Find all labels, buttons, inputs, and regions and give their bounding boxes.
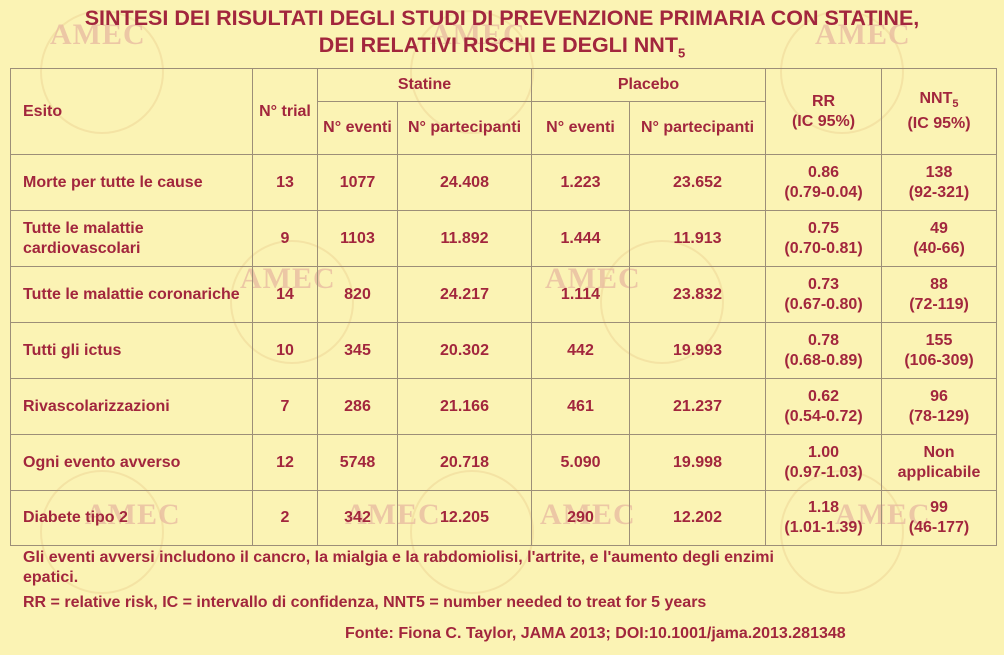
table-row: Ogni evento avverso 12 5748 20.718 5.090… — [10, 434, 998, 491]
cell-rr: 1.00 (0.97-1.03) — [765, 434, 883, 491]
cell-nnt: Non applicabile — [881, 434, 998, 491]
cell-placebo-partecipanti: 12.202 — [628, 490, 767, 546]
cell-rr: 0.78 (0.68-0.89) — [765, 322, 883, 379]
cell-statine-partecipanti: 11.892 — [397, 210, 532, 267]
cell-trial: 10 — [252, 322, 318, 379]
table-row: Rivascolarizzazioni 7 286 21.166 461 21.… — [10, 378, 998, 435]
cell-esito: Tutte le malattie coronariche — [10, 266, 253, 323]
cell-esito: Tutte le malattie cardiovascolari — [10, 210, 253, 267]
header-placebo-eventi: N° eventi — [531, 101, 630, 155]
header-statine: Statine — [317, 68, 532, 102]
cell-statine-eventi: 345 — [317, 322, 398, 379]
header-rr: RR (IC 95%) — [765, 68, 883, 155]
header-nnt: NNT5 (IC 95%) — [881, 68, 998, 155]
cell-rr: 0.86 (0.79-0.04) — [765, 154, 883, 211]
cell-rr: 0.73 (0.67-0.80) — [765, 266, 883, 323]
header-placebo-partecipanti: N° partecipanti — [628, 101, 767, 155]
cell-placebo-partecipanti: 23.832 — [628, 266, 767, 323]
header-placebo: Placebo — [530, 68, 767, 102]
cell-statine-partecipanti: 20.302 — [397, 322, 532, 379]
cell-trial: 7 — [252, 378, 318, 435]
cell-statine-partecipanti: 24.408 — [397, 154, 532, 211]
cell-trial: 14 — [252, 266, 318, 323]
cell-nnt: 88 (72-119) — [881, 266, 998, 323]
table-row: Tutte le malattie coronariche 14 820 24.… — [10, 266, 998, 323]
cell-statine-eventi: 5748 — [317, 434, 398, 491]
source-citation: Fonte: Fiona C. Taylor, JAMA 2013; DOI:1… — [345, 625, 846, 642]
cell-esito: Ogni evento avverso — [10, 434, 253, 491]
cell-esito: Rivascolarizzazioni — [10, 378, 253, 435]
cell-trial: 2 — [252, 490, 318, 546]
cell-esito: Diabete tipo 2 — [10, 490, 253, 546]
cell-rr: 0.62 (0.54-0.72) — [765, 378, 883, 435]
cell-nnt: 99 (46-177) — [881, 490, 998, 546]
cell-nnt: 138 (92-321) — [881, 154, 998, 211]
table-row: Diabete tipo 2 2 342 12.205 290 12.202 1… — [10, 490, 998, 546]
cell-statine-partecipanti: 21.166 — [397, 378, 532, 435]
cell-rr: 1.18 (1.01-1.39) — [765, 490, 883, 546]
cell-statine-partecipanti: 12.205 — [397, 490, 532, 546]
header-esito: Esito — [10, 68, 253, 155]
header-statine-eventi: N° eventi — [317, 101, 398, 155]
cell-statine-eventi: 342 — [317, 490, 398, 546]
cell-esito: Morte per tutte le cause — [10, 154, 253, 211]
footnote-adverse-events: Gli eventi avversi includono il cancro, … — [23, 549, 774, 586]
table-row: Morte per tutte le cause 13 1077 24.408 … — [10, 154, 998, 211]
cell-trial: 12 — [252, 434, 318, 491]
cell-placebo-eventi: 1.444 — [531, 210, 630, 267]
cell-placebo-eventi: 290 — [531, 490, 630, 546]
cell-esito: Tutti gli ictus — [10, 322, 253, 379]
cell-rr: 0.75 (0.70-0.81) — [765, 210, 883, 267]
cell-nnt: 96 (78-129) — [881, 378, 998, 435]
cell-placebo-eventi: 1.223 — [531, 154, 630, 211]
cell-statine-partecipanti: 20.718 — [397, 434, 532, 491]
cell-placebo-partecipanti: 23.652 — [628, 154, 767, 211]
page-title: SINTESI DEI RISULTATI DEGLI STUDI DI PRE… — [0, 5, 1004, 66]
cell-placebo-partecipanti: 19.993 — [628, 322, 767, 379]
cell-statine-eventi: 1077 — [317, 154, 398, 211]
title-line-2: DEI RELATIVI RISCHI E DEGLI NNT5 — [318, 33, 686, 61]
cell-statine-eventi: 286 — [317, 378, 398, 435]
cell-placebo-partecipanti: 21.237 — [628, 378, 767, 435]
cell-placebo-partecipanti: 11.913 — [628, 210, 767, 267]
table-row: Tutte le malattie cardiovascolari 9 1103… — [10, 210, 998, 267]
cell-statine-eventi: 1103 — [317, 210, 398, 267]
cell-placebo-eventi: 442 — [531, 322, 630, 379]
cell-statine-partecipanti: 24.217 — [397, 266, 532, 323]
cell-trial: 13 — [252, 154, 318, 211]
cell-placebo-eventi: 5.090 — [531, 434, 630, 491]
header-trial: N° trial — [252, 68, 318, 155]
title-line-1: SINTESI DEI RISULTATI DEGLI STUDI DI PRE… — [84, 6, 920, 30]
results-table: Esito N° trial Statine Placebo RR (IC 95… — [10, 68, 998, 546]
cell-statine-eventi: 820 — [317, 266, 398, 323]
table-row: Tutti gli ictus 10 345 20.302 442 19.993… — [10, 322, 998, 379]
cell-placebo-eventi: 461 — [531, 378, 630, 435]
cell-nnt: 49 (40-66) — [881, 210, 998, 267]
cell-trial: 9 — [252, 210, 318, 267]
header-statine-partecipanti: N° partecipanti — [397, 101, 532, 155]
cell-placebo-eventi: 1.114 — [531, 266, 630, 323]
cell-nnt: 155 (106-309) — [881, 322, 998, 379]
footnote-abbreviations: RR = relative risk, IC = intervallo di c… — [23, 594, 707, 611]
cell-placebo-partecipanti: 19.998 — [628, 434, 767, 491]
